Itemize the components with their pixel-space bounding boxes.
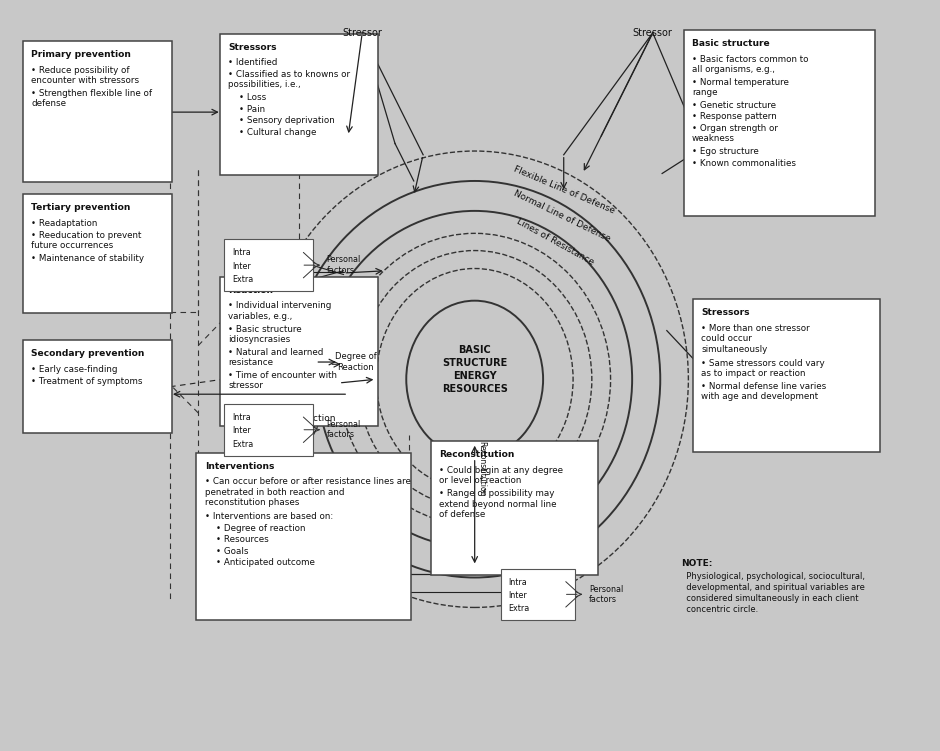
Text: Reconstitution: Reconstitution bbox=[439, 451, 514, 460]
Text: Personal
factors: Personal factors bbox=[589, 585, 623, 604]
FancyBboxPatch shape bbox=[23, 195, 172, 313]
Text: • Organ strength or
weakness: • Organ strength or weakness bbox=[692, 124, 778, 143]
Text: • Sensory deprivation: • Sensory deprivation bbox=[228, 116, 335, 125]
Text: Reaction: Reaction bbox=[228, 285, 274, 294]
FancyBboxPatch shape bbox=[23, 340, 172, 433]
Text: • Time of encounter with
stressor: • Time of encounter with stressor bbox=[228, 371, 337, 391]
FancyBboxPatch shape bbox=[501, 569, 575, 620]
Text: • Classified as to knowns or
possibilities, i.e.,: • Classified as to knowns or possibiliti… bbox=[228, 70, 351, 89]
Text: Secondary prevention: Secondary prevention bbox=[31, 349, 145, 358]
Text: • Resources: • Resources bbox=[205, 535, 269, 544]
Text: Extra: Extra bbox=[232, 440, 253, 449]
Text: Inter: Inter bbox=[509, 591, 527, 600]
Text: • Basic factors common to
all organisms, e.g.,: • Basic factors common to all organisms,… bbox=[692, 55, 808, 74]
Text: • Reduce possibility of
encounter with stressors: • Reduce possibility of encounter with s… bbox=[31, 66, 139, 85]
Text: Interventions: Interventions bbox=[205, 462, 274, 471]
Text: • Genetic structure: • Genetic structure bbox=[692, 101, 776, 110]
Text: Primary prevention: Primary prevention bbox=[31, 50, 132, 59]
Text: Extra: Extra bbox=[232, 275, 253, 284]
Text: Normal Line of Defense: Normal Line of Defense bbox=[512, 189, 612, 243]
Text: Physiological, psychological, sociocultural,
  developmental, and spiritual vari: Physiological, psychological, sociocultu… bbox=[681, 572, 865, 614]
Text: • Basic structure
idiosyncrasies: • Basic structure idiosyncrasies bbox=[228, 324, 302, 344]
Text: • Range of possibility may
extend beyond normal line
of defense: • Range of possibility may extend beyond… bbox=[439, 489, 556, 519]
Text: • Early case-finding: • Early case-finding bbox=[31, 365, 118, 374]
FancyBboxPatch shape bbox=[683, 30, 875, 216]
Text: • Anticipated outcome: • Anticipated outcome bbox=[205, 559, 315, 568]
Text: NOTE:: NOTE: bbox=[681, 559, 713, 568]
FancyBboxPatch shape bbox=[220, 34, 378, 175]
Text: • Treatment of symptoms: • Treatment of symptoms bbox=[31, 376, 143, 385]
FancyBboxPatch shape bbox=[196, 453, 411, 620]
Text: Tertiary prevention: Tertiary prevention bbox=[31, 204, 131, 213]
Text: • Pain: • Pain bbox=[228, 104, 265, 113]
Text: • Goals: • Goals bbox=[205, 547, 248, 556]
Text: Stressor: Stressor bbox=[633, 28, 673, 38]
Text: Stressors: Stressors bbox=[701, 308, 750, 317]
Text: Flexible Line of Defense: Flexible Line of Defense bbox=[512, 164, 616, 216]
Text: • Readaptation: • Readaptation bbox=[31, 219, 98, 228]
Text: • Normal temperature
range: • Normal temperature range bbox=[692, 77, 789, 97]
Text: • Individual intervening
variables, e.g.,: • Individual intervening variables, e.g.… bbox=[228, 301, 332, 321]
Text: • Same stressors could vary
as to impact or reaction: • Same stressors could vary as to impact… bbox=[701, 359, 825, 378]
Text: Degree of
Reaction: Degree of Reaction bbox=[335, 352, 377, 372]
FancyBboxPatch shape bbox=[431, 442, 599, 575]
Text: • Could begin at any degree
or level of reaction: • Could begin at any degree or level of … bbox=[439, 466, 563, 485]
Text: Reconstitution: Reconstitution bbox=[478, 442, 487, 496]
FancyBboxPatch shape bbox=[225, 404, 312, 456]
Text: Inter: Inter bbox=[232, 427, 251, 436]
Text: • Degree of reaction: • Degree of reaction bbox=[205, 523, 306, 532]
Text: Personal
factors: Personal factors bbox=[326, 420, 361, 439]
Text: • More than one stressor
could occur
simultaneously: • More than one stressor could occur sim… bbox=[701, 324, 810, 354]
Text: • Reeducation to prevent
future occurrences: • Reeducation to prevent future occurren… bbox=[31, 231, 142, 250]
Text: Stressors: Stressors bbox=[228, 43, 276, 52]
Text: BASIC
STRUCTURE
ENERGY
RESOURCES: BASIC STRUCTURE ENERGY RESOURCES bbox=[442, 345, 508, 394]
FancyBboxPatch shape bbox=[23, 41, 172, 182]
Text: Extra: Extra bbox=[509, 605, 529, 614]
Text: • Normal defense line varies
with age and development: • Normal defense line varies with age an… bbox=[701, 382, 827, 401]
Text: Inter: Inter bbox=[232, 262, 251, 271]
Text: Intra: Intra bbox=[232, 249, 251, 258]
Text: • Known commonalities: • Known commonalities bbox=[692, 159, 796, 168]
Text: Lines of Resistance: Lines of Resistance bbox=[515, 217, 595, 267]
Text: • Maintenance of stability: • Maintenance of stability bbox=[31, 254, 145, 263]
FancyBboxPatch shape bbox=[225, 240, 312, 291]
Text: • Cultural change: • Cultural change bbox=[228, 128, 317, 137]
Text: Personal
factors: Personal factors bbox=[326, 255, 361, 275]
Text: Basic structure: Basic structure bbox=[692, 39, 770, 48]
FancyBboxPatch shape bbox=[693, 299, 880, 452]
Text: Intra: Intra bbox=[509, 578, 527, 587]
Text: Reaction: Reaction bbox=[297, 414, 337, 423]
Text: Stressor: Stressor bbox=[342, 28, 383, 38]
Text: • Interventions are based on:: • Interventions are based on: bbox=[205, 512, 333, 521]
Text: • Strengthen flexible line of
defense: • Strengthen flexible line of defense bbox=[31, 89, 152, 108]
Text: Intra: Intra bbox=[232, 413, 251, 422]
Text: • Natural and learned
resistance: • Natural and learned resistance bbox=[228, 348, 323, 367]
Text: • Can occur before or after resistance lines are
penetrated in both reaction and: • Can occur before or after resistance l… bbox=[205, 477, 411, 507]
Text: • Ego structure: • Ego structure bbox=[692, 147, 759, 156]
FancyBboxPatch shape bbox=[220, 276, 378, 426]
Text: • Identified: • Identified bbox=[228, 59, 277, 68]
Text: • Loss: • Loss bbox=[228, 93, 266, 102]
Text: • Response pattern: • Response pattern bbox=[692, 113, 776, 122]
